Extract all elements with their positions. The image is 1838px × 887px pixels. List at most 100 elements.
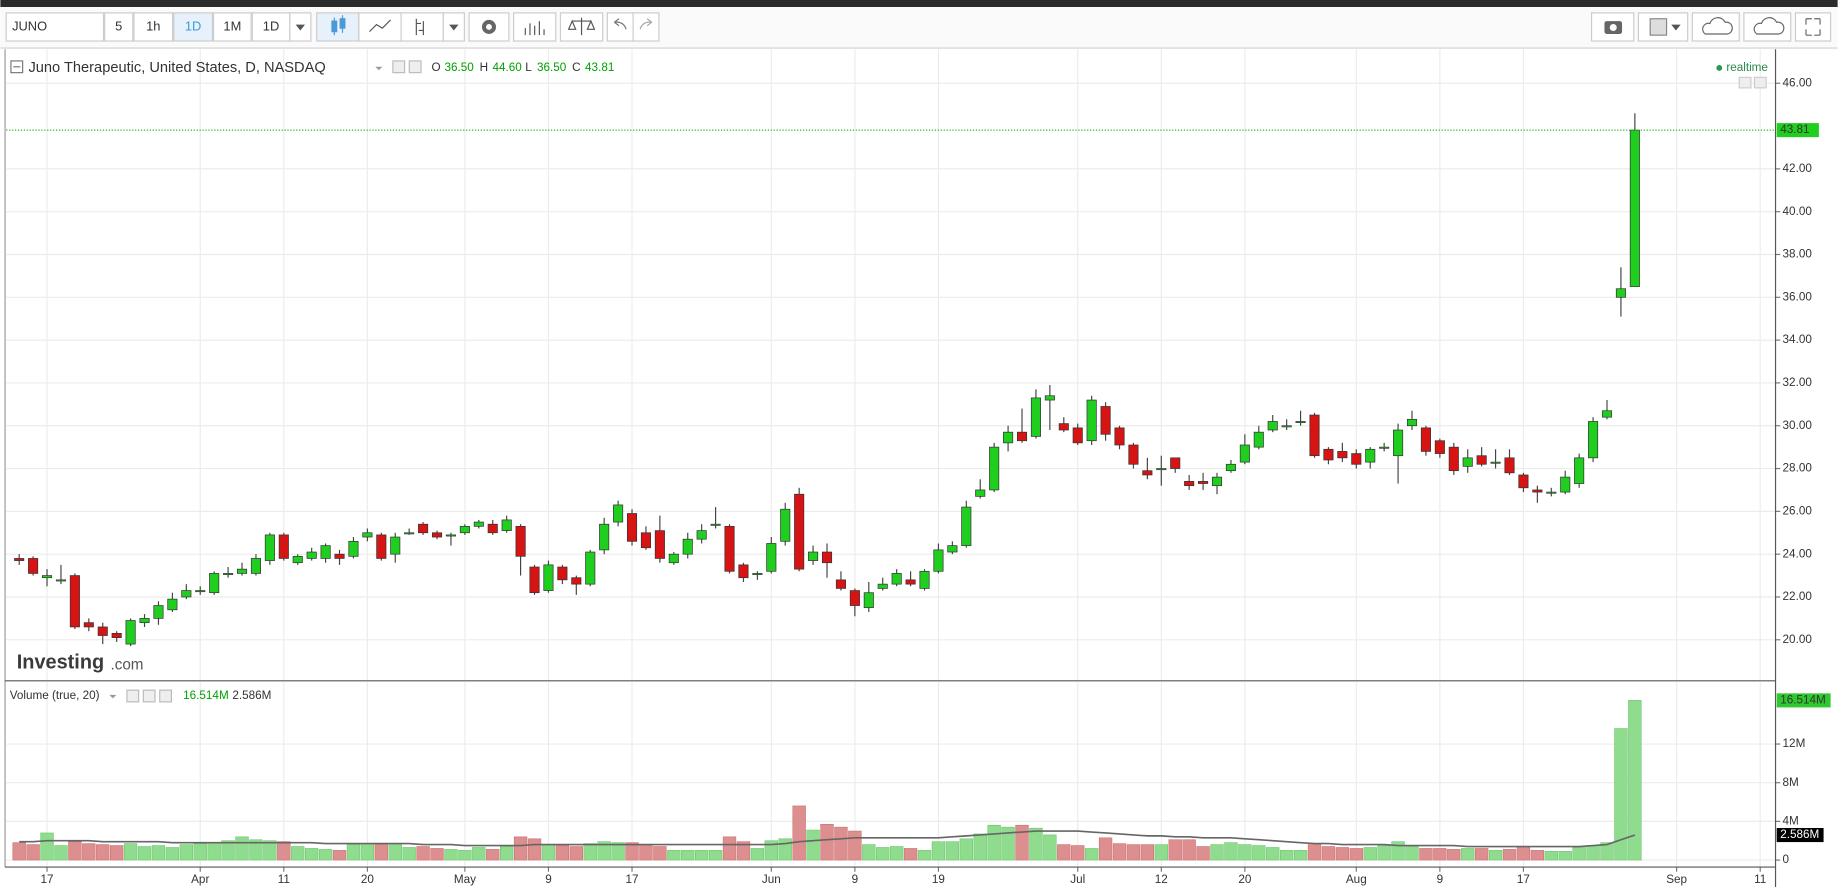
candle-body [933, 549, 944, 572]
volume-bar [792, 805, 806, 861]
eye-button[interactable] [392, 60, 406, 74]
volume-bar [611, 842, 625, 861]
candle-body [1476, 455, 1487, 465]
candle-body [69, 575, 80, 628]
ohlc-key: C [572, 61, 580, 74]
indicators-icon [524, 21, 545, 36]
interval-button[interactable] [104, 12, 134, 42]
line-icon [369, 19, 391, 33]
interval: 1D [263, 18, 279, 33]
gear-hole [486, 24, 492, 30]
candle-body [1225, 463, 1236, 472]
remove-button[interactable] [159, 689, 173, 703]
ohlc-value: 36.50 [537, 61, 567, 74]
volume-bar [1196, 846, 1210, 861]
candle-body [1184, 481, 1195, 487]
volume-bar [778, 838, 792, 861]
candle-body [947, 545, 958, 553]
candle-body [1365, 448, 1376, 463]
x-tick-label: 9 [1437, 873, 1444, 886]
volume-bar [583, 843, 597, 861]
volume-bar [903, 848, 918, 861]
camera-lens [1609, 24, 1617, 32]
candle-body [989, 446, 1000, 491]
undo-button[interactable] [606, 12, 634, 42]
interval-button[interactable] [213, 12, 252, 42]
candle-body [167, 598, 178, 611]
volume-bar [973, 833, 987, 861]
y-tick-label: 46.00 [1783, 76, 1813, 89]
interval-button-active[interactable] [173, 12, 214, 42]
volume-bar [1112, 843, 1127, 861]
candle-body [1114, 427, 1125, 446]
ohlc-value: 44.60 [492, 61, 522, 74]
volume-bar [1224, 842, 1238, 861]
volume-bar [263, 840, 277, 861]
volume-bar [486, 849, 500, 861]
volume-bar [959, 838, 973, 861]
scale-button[interactable] [1753, 76, 1767, 89]
candle-body [1351, 453, 1362, 465]
volume-bar [360, 843, 375, 861]
candle-body [543, 564, 554, 591]
candle-body [195, 590, 206, 593]
bar-style-button[interactable] [400, 12, 444, 42]
candle-body [794, 493, 805, 570]
y-tick-label: 38.00 [1783, 248, 1813, 261]
candle-body [348, 540, 359, 557]
settings-small-button[interactable] [408, 60, 422, 74]
volume-bar [597, 841, 611, 861]
volume-ma-box [1776, 828, 1824, 843]
x-tick-label: 20 [361, 873, 375, 886]
volume-bar [110, 845, 124, 861]
candle-body [1490, 461, 1501, 464]
candle-body [1546, 491, 1557, 494]
volume-bar [96, 844, 110, 861]
volume-bar [1015, 824, 1029, 861]
volume-bar [722, 836, 737, 861]
candle-style-button[interactable] [316, 12, 360, 42]
y-tick-label: 12M [1783, 737, 1806, 750]
candle-body [376, 534, 387, 559]
candle-body [1156, 468, 1167, 471]
candle-body [459, 525, 470, 534]
volume-bar [277, 841, 291, 861]
candle-body [1379, 446, 1390, 449]
candle-body [431, 532, 443, 538]
volume-bar [708, 850, 723, 861]
volume-bar [416, 846, 430, 861]
series-title: Juno Therapeutic, United States, D, NASD… [28, 60, 325, 76]
volume-bar [1600, 842, 1614, 861]
volume-bar [1238, 844, 1252, 861]
candle-body [835, 579, 846, 589]
volume-bar [681, 850, 695, 861]
eye-button[interactable] [126, 689, 140, 703]
scale-button[interactable] [1738, 76, 1752, 89]
redo-button[interactable] [632, 12, 660, 42]
candle-body [28, 558, 39, 574]
dropdown-arrow [1671, 24, 1681, 31]
x-tick-label: 20 [1238, 873, 1252, 886]
volume-bar [151, 845, 166, 861]
fullscreen-button[interactable] [1794, 12, 1832, 42]
candle-body [515, 525, 526, 557]
symbol-input[interactable] [5, 12, 105, 42]
volume-bar [374, 844, 388, 861]
candle-body [487, 523, 498, 534]
candle-body [557, 566, 568, 581]
candle-body [445, 534, 456, 537]
candle-body [97, 626, 108, 636]
layout-button[interactable] [1637, 12, 1689, 42]
candle-body [1030, 397, 1041, 437]
settings-small-button[interactable] [142, 689, 156, 703]
volume-bar [1586, 845, 1600, 861]
indicators-button[interactable] [512, 12, 557, 42]
candle-body [710, 523, 721, 526]
interval-button[interactable] [251, 12, 291, 42]
volume-bar [430, 848, 444, 861]
candle-body [473, 521, 484, 527]
volume-bar [26, 844, 40, 861]
interval-button[interactable] [133, 12, 174, 42]
x-tick-label: 17 [41, 873, 54, 886]
volume-bar [318, 849, 333, 861]
